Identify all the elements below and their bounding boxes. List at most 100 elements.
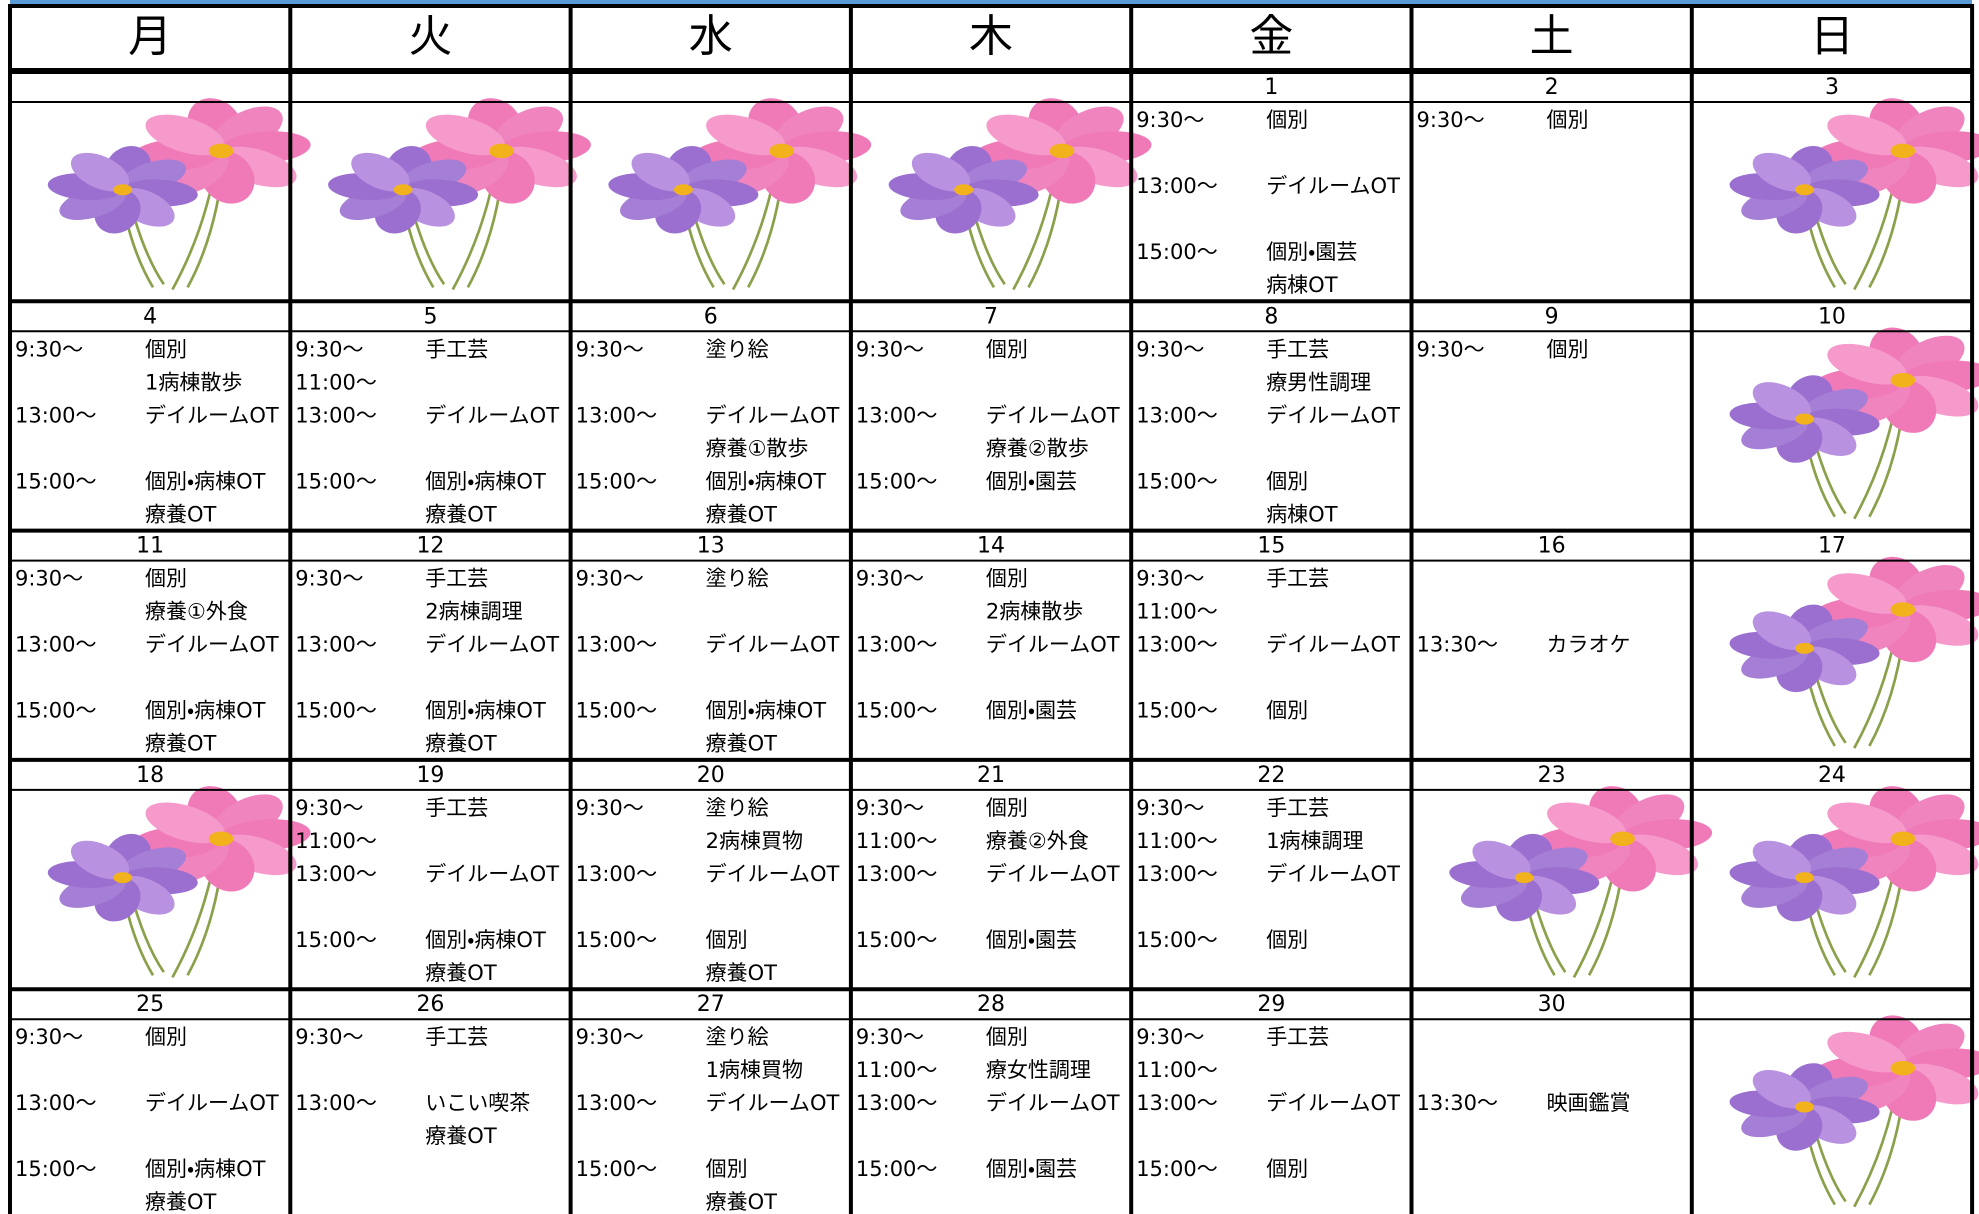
event-activity: 個別 (706, 928, 748, 952)
event-time: 9:30～ (15, 337, 83, 361)
event-time: 9:30～ (1136, 1025, 1204, 1049)
date-number: 29 (1257, 992, 1285, 1017)
event-time: 9:30～ (576, 1025, 644, 1049)
event-time: 11:00～ (295, 829, 377, 853)
flower-illustration (1719, 91, 1979, 290)
date-number: 13 (697, 534, 725, 559)
event-activity: デイルームOT (425, 403, 559, 427)
event-activity: 個別 (145, 567, 187, 591)
event-time: 15:00～ (15, 1157, 97, 1181)
event-time: 15:00～ (1136, 928, 1218, 952)
flower-illustration (37, 91, 323, 290)
weekday-label: 月 (128, 11, 172, 62)
event-time: 13:00～ (576, 403, 658, 427)
event-time: 9:30～ (856, 337, 924, 361)
event-time: 13:00～ (15, 1091, 97, 1115)
event-activity: 手工芸 (425, 796, 488, 820)
event-activity: 個別・病棟OT (145, 1157, 266, 1181)
date-number: 21 (977, 763, 1005, 788)
event-activity: 手工芸 (1266, 796, 1329, 820)
event-time: 13:00～ (1136, 633, 1218, 657)
event-time: 13:30～ (1417, 633, 1499, 657)
date-number: 16 (1538, 534, 1566, 559)
event-time: 15:00～ (295, 928, 377, 952)
event-time: 9:30～ (1136, 337, 1204, 361)
event-activity: 個別 (986, 1025, 1028, 1049)
flower-illustration (598, 91, 884, 290)
event-activity: 療養OT (706, 961, 778, 985)
event-activity: 療男性調理 (1266, 370, 1371, 394)
event-activity: 個別・病棟OT (706, 699, 827, 723)
event-time: 13:00～ (15, 403, 97, 427)
date-number: 15 (1257, 534, 1285, 559)
date-number: 10 (1818, 304, 1846, 329)
event-activity: 個別 (1547, 337, 1589, 361)
event-activity: 1病棟買物 (706, 1058, 803, 1082)
event-time: 13:00～ (576, 1091, 658, 1115)
date-number: 17 (1818, 534, 1846, 559)
date-number: 25 (136, 992, 164, 1017)
date-number: 14 (977, 534, 1005, 559)
event-time: 9:30～ (576, 567, 644, 591)
event-time: 13:00～ (295, 1091, 377, 1115)
event-activity: 個別 (1266, 1157, 1308, 1181)
date-number: 18 (136, 763, 164, 788)
event-activity: 個別 (986, 567, 1028, 591)
event-time: 9:30～ (295, 567, 363, 591)
event-activity: デイルームOT (145, 633, 279, 657)
top-bar (10, 0, 1972, 5)
event-activity: デイルームOT (425, 633, 559, 657)
event-activity: 療養OT (706, 502, 778, 526)
event-time: 9:30～ (295, 337, 363, 361)
event-activity: デイルームOT (706, 1091, 840, 1115)
event-activity: 手工芸 (425, 337, 488, 361)
event-activity: 病棟OT (1266, 273, 1338, 297)
weekday-label: 土 (1530, 11, 1574, 62)
event-time: 15:00～ (856, 699, 938, 723)
event-activity: 療養OT (425, 1124, 497, 1148)
event-time: 15:00～ (576, 699, 658, 723)
date-number: 19 (416, 763, 444, 788)
event-time: 13:00～ (15, 633, 97, 657)
event-activity: 個別・園芸 (986, 699, 1077, 723)
date-number: 6 (704, 304, 718, 329)
date-number: 24 (1818, 763, 1846, 788)
weekday-label: 水 (689, 11, 733, 62)
event-activity: 2病棟散歩 (986, 600, 1083, 624)
date-number: 1 (1264, 75, 1278, 100)
event-time: 11:00～ (856, 829, 938, 853)
event-time: 9:30～ (856, 1025, 924, 1049)
event-activity: デイルームOT (706, 633, 840, 657)
date-number: 4 (143, 304, 157, 329)
event-time: 11:00～ (1136, 1058, 1218, 1082)
flower-illustration (1719, 320, 1979, 519)
event-activity: 手工芸 (425, 567, 488, 591)
weekday-label: 木 (969, 11, 1013, 62)
event-time: 15:00～ (856, 1157, 938, 1181)
event-time: 9:30～ (856, 796, 924, 820)
event-time: 9:30～ (856, 567, 924, 591)
event-time: 11:00～ (856, 1058, 938, 1082)
event-activity: 個別 (145, 337, 187, 361)
flower-illustration (318, 91, 604, 290)
date-number: 30 (1538, 992, 1566, 1017)
event-activity: 個別・園芸 (986, 1157, 1077, 1181)
date-number: 3 (1825, 75, 1839, 100)
event-activity: 個別・病棟OT (145, 469, 266, 493)
date-number: 7 (984, 304, 998, 329)
event-time: 15:00～ (856, 928, 938, 952)
event-activity: 個別 (986, 337, 1028, 361)
event-activity: 塗り絵 (706, 567, 769, 591)
event-activity: 個別・園芸 (986, 469, 1077, 493)
event-activity: 療養①外食 (145, 600, 248, 624)
event-activity: デイルームOT (706, 403, 840, 427)
event-time: 9:30～ (15, 1025, 83, 1049)
event-activity: デイルームOT (145, 403, 279, 427)
event-time: 15:00～ (1136, 240, 1218, 264)
date-number: 22 (1257, 763, 1285, 788)
event-time: 9:30～ (295, 1025, 363, 1049)
event-time: 13:30～ (1417, 1091, 1499, 1115)
event-activity: 個別・病棟OT (706, 469, 827, 493)
